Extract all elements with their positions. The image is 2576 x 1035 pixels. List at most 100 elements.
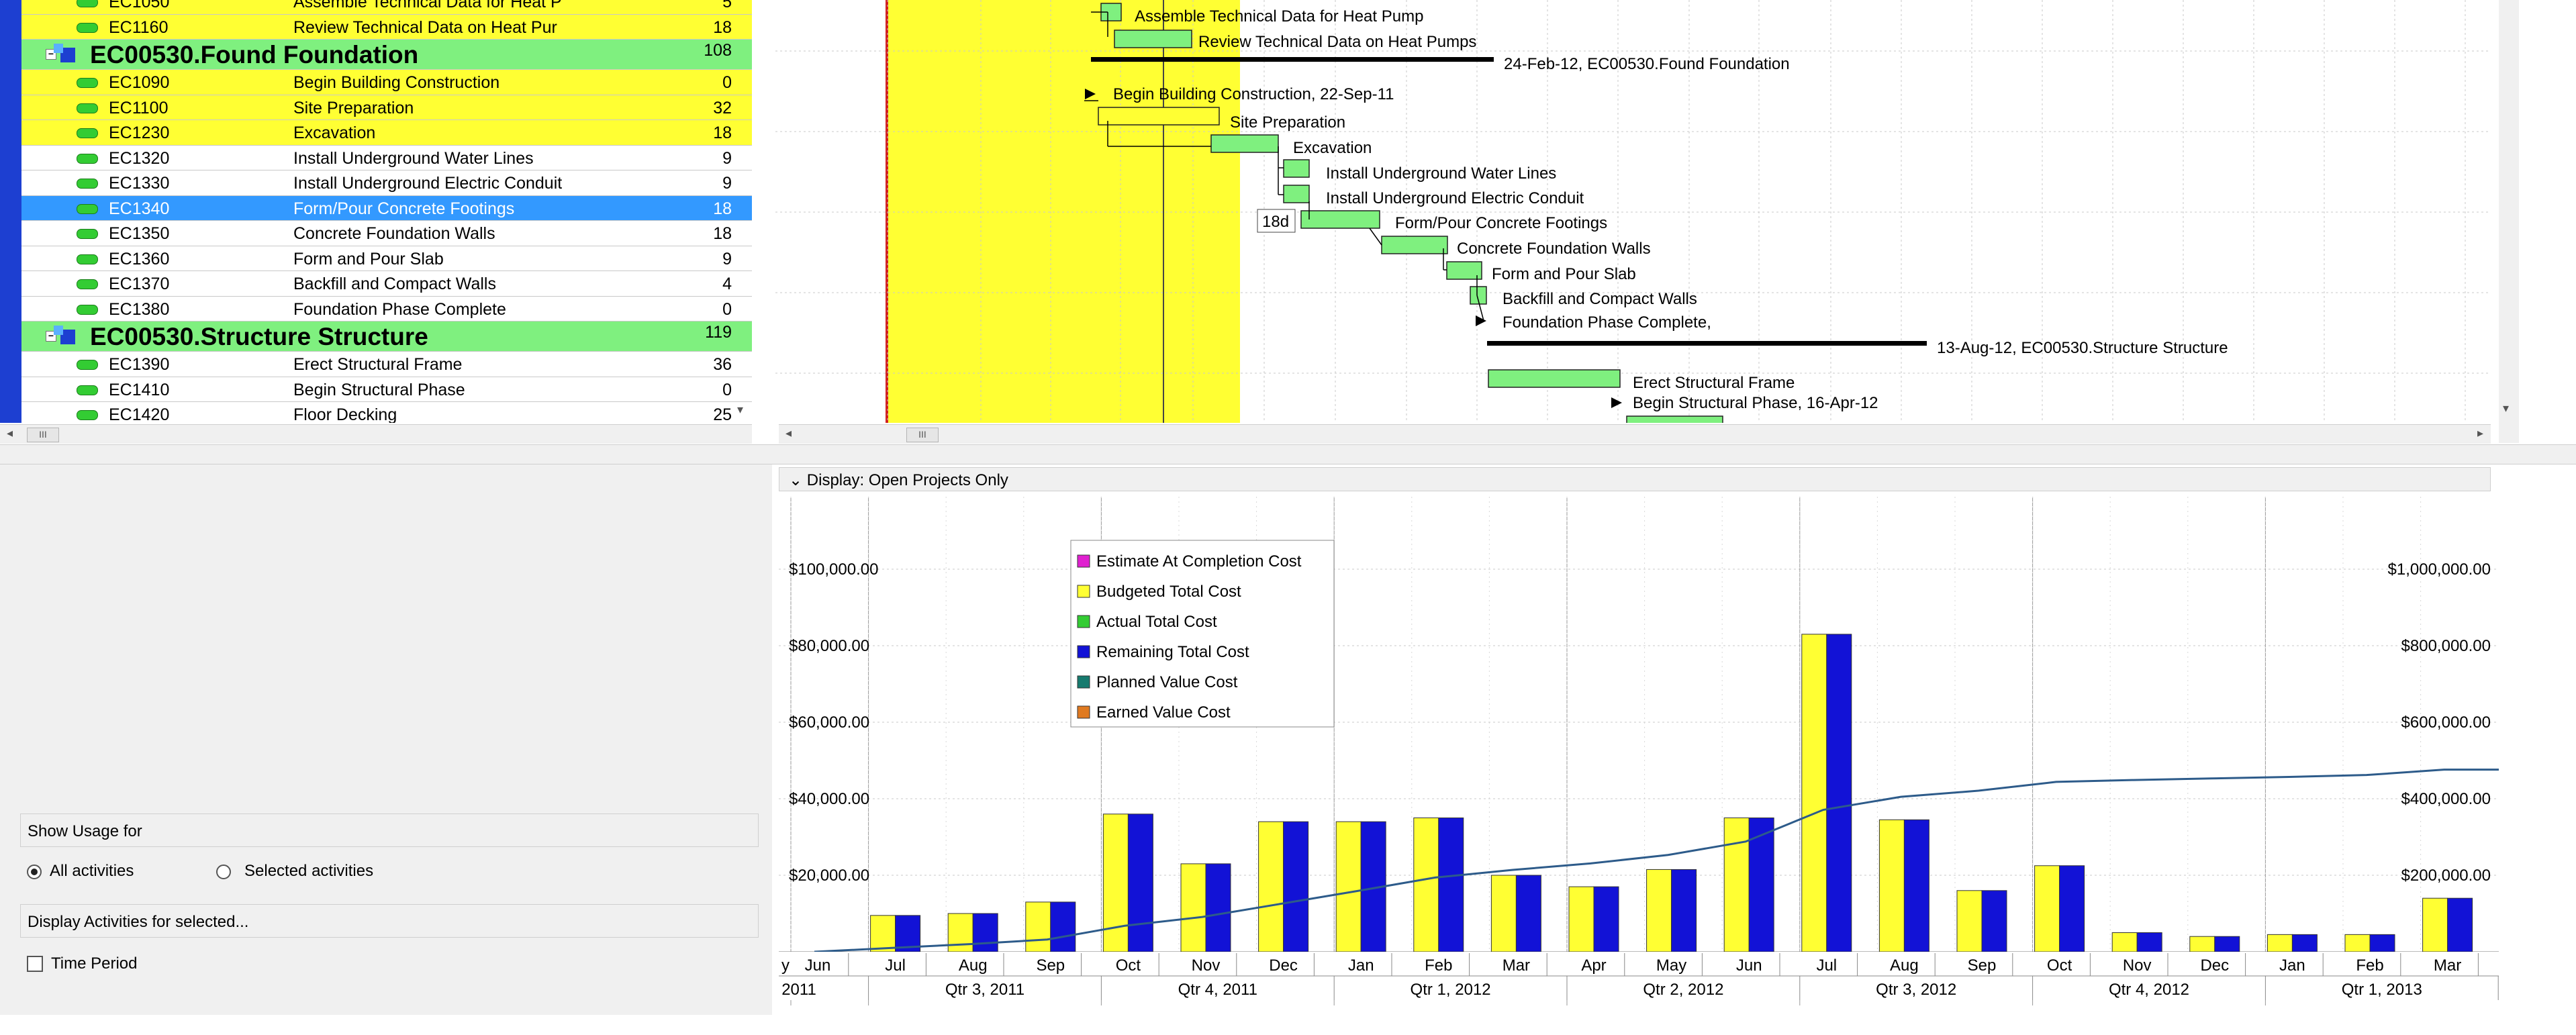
chevron-down-icon[interactable]: ⌄ [789,471,803,489]
table-row[interactable]: EC1390 Erect Structural Frame 36 [21,352,752,377]
budgeted-cost-bar [1413,818,1439,952]
gantt-task-bar [1488,369,1621,388]
table-scroll-thumb[interactable]: III [27,428,59,442]
quarter-label: Qtr 3, 2012 [1876,981,1956,999]
table-row[interactable]: EC1160 Review Technical Data on Heat Pur 1… [21,14,752,40]
budgeted-cost-bar [947,913,973,952]
gantt-hscroll[interactable]: ◂ III ▸ [779,424,2491,444]
budgeted-cost-bar [2111,932,2138,952]
activity-id: EC1370 [109,275,170,293]
activity-name: Backfill and Compact Walls [293,275,496,293]
table-row[interactable]: EC1410 Begin Structural Phase 0 [21,377,752,402]
activity-duration: 0 [722,380,732,399]
legend-entry: Estimate At Completion Cost [1096,552,1302,571]
month-label: Sep [1968,956,1997,975]
activity-icon [77,128,98,138]
display-activities-header[interactable]: Display Activities for selected... [20,904,759,938]
activity-icon [77,78,98,88]
table-row[interactable]: EC1320 Install Underground Water Lines 9 [21,145,752,170]
gantt-bar-label: Install Underground Water Lines [1326,164,1556,183]
table-row[interactable]: EC1420 Floor Decking 25 [21,402,752,423]
left-axis-tick-label: $40,000.00 [789,790,869,808]
gantt-vscroll[interactable]: ▾ [2499,0,2519,443]
remaining-cost-bar [895,915,921,952]
time-period-checkbox[interactable] [27,956,43,972]
budgeted-cost-bar [2034,865,2060,952]
wbs-duration: 119 [705,323,732,342]
activity-name: Begin Building Construction [293,73,500,92]
table-hscroll[interactable]: ◂ III [0,424,752,444]
table-row[interactable]: EC1090 Begin Building Construction 0 [21,70,752,95]
wbs-duration: 108 [704,41,732,60]
activity-name: Form and Pour Slab [293,249,444,268]
legend-swatch [1077,615,1090,628]
right-axis-tick-label: $200,000.00 [2401,867,2491,885]
pane-splitter[interactable] [0,444,2576,464]
gantt-task-bar [1300,210,1380,229]
gantt-chart[interactable]: 18d Assemble Technical Data for Heat Pump… [775,0,2491,423]
activity-name: Install Underground Electric Conduit [293,174,563,193]
remaining-cost-bar [1671,869,1697,952]
activity-icon [77,0,98,7]
budgeted-cost-bar [2344,934,2371,952]
remaining-cost-bar [1205,863,1231,952]
activity-icon [77,360,98,370]
gantt-bar-label: Foundation Phase Complete, [1502,313,1711,332]
table-row[interactable]: EC1380 Foundation Phase Complete 0 [21,296,752,322]
left-axis-tick-label: $100,000.00 [789,560,878,579]
activity-name: Erect Structural Frame [293,355,463,374]
remaining-cost-bar [2447,897,2473,952]
activity-duration: 0 [722,299,732,319]
budgeted-cost-bar [870,915,896,952]
table-row[interactable]: EC1370 Backfill and Compact Walls 4 [21,271,752,297]
gantt-task-bar [1381,236,1448,254]
table-row[interactable]: EC1360 Form and Pour Slab 9 [21,246,752,271]
gantt-scroll-right-icon[interactable]: ▸ [2477,426,2484,440]
table-row[interactable]: EC1330 Install Underground Electric Condu… [21,170,752,196]
table-row[interactable]: EC1100 Site Preparation 32 [21,95,752,120]
remaining-cost-bar [1748,818,1774,952]
table-row[interactable]: EC1230 Excavation 18 [21,120,752,146]
right-axis-tick-label: $400,000.00 [2401,790,2491,808]
display-filter-bar[interactable]: ⌄ Display: Open Projects Only [779,467,2491,491]
scroll-left-icon[interactable]: ◂ [7,426,13,440]
all-activities-radio[interactable] [27,865,42,879]
gantt-scroll-thumb[interactable]: III [906,428,939,442]
table-row[interactable]: EC1350 Concrete Foundation Walls 18 [21,221,752,246]
wbs-row[interactable]: − EC00530.Structure Structure 119 [21,322,752,352]
gantt-scroll-down-icon[interactable]: ▾ [2503,401,2510,415]
table-row[interactable]: EC1340 Form/Pour Concrete Footings 18 [21,195,752,221]
activity-id: EC1230 [109,124,170,142]
legend-entry: Earned Value Cost [1096,703,1231,722]
current-date-line [1163,0,1164,423]
activity-table: EC1050 Assemble Technical Data for Heat P… [0,0,752,423]
remaining-cost-bar [972,913,998,952]
activity-id: EC1320 [109,148,170,168]
gantt-task-bar [1626,415,1723,423]
activity-id: EC1410 [109,380,170,399]
wbs-name: EC00530.Structure Structure [90,323,428,350]
right-axis-tick-label: $600,000.00 [2401,713,2491,732]
activity-duration: 36 [713,355,732,374]
activity-id: EC1330 [109,174,170,193]
gantt-bar-label: Site Preparation [1230,113,1345,132]
table-scroll-down-icon[interactable]: ▾ [737,403,744,416]
wbs-row[interactable]: − EC00530.Found Foundation 108 [21,40,752,70]
quarter-label: Qtr 1, 2012 [1411,981,1491,999]
quarter-label: Qtr 2, 2012 [1643,981,1723,999]
float-badge-label: 18d [1262,213,1289,231]
chart-legend: Estimate At Completion Cost Budgeted Tota… [1070,540,1335,728]
gantt-bar-label: Assemble Technical Data for Heat Pump [1135,7,1423,26]
legend-swatch [1077,645,1090,658]
activity-duration: 18 [713,199,732,218]
remaining-cost-bar [1826,634,1852,952]
selected-activities-radio[interactable] [216,865,231,879]
gantt-scroll-left-icon[interactable]: ◂ [785,426,792,440]
table-row[interactable]: EC1050 Assemble Technical Data for Heat P… [21,0,752,15]
gantt-bar-label: Erect Structural Frame [1633,374,1795,392]
remaining-cost-bar [1127,814,1153,952]
month-label: Jan [2279,956,2305,975]
budgeted-cost-bar [1102,814,1129,952]
activity-name: Concrete Foundation Walls [293,224,495,243]
activity-id: EC1100 [109,98,169,117]
